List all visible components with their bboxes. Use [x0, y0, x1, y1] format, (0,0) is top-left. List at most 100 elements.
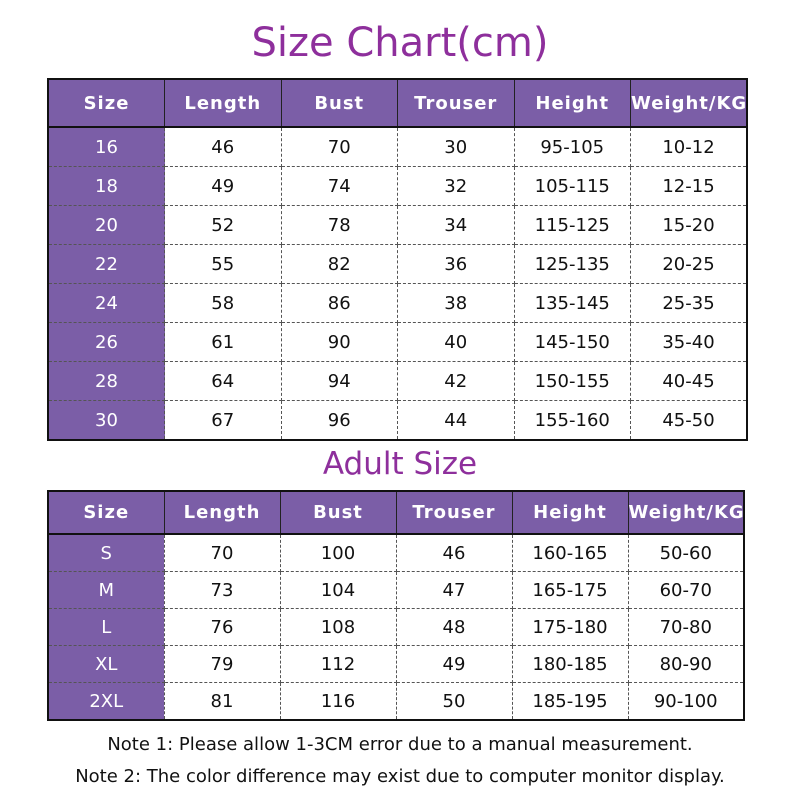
size-cell: S [47, 533, 165, 572]
table-cell: 48 [395, 608, 513, 646]
table-cell: 108 [279, 608, 397, 646]
table-row: M 73 104 47 165-175 60-70 [47, 571, 745, 609]
table-row: S 70 100 46 160-165 50-60 [47, 533, 745, 572]
size-cell: 22 [47, 244, 165, 284]
table-row: 16 46 70 30 95-105 10-12 [47, 126, 748, 167]
table-cell: 76 [163, 608, 281, 646]
table-cell: 64 [164, 361, 282, 401]
table-cell: 55 [164, 244, 282, 284]
table-cell: 175-180 [511, 608, 629, 646]
table-cell: 96 [280, 400, 398, 441]
table-cell: 82 [280, 244, 398, 284]
table-cell: 155-160 [513, 400, 631, 441]
table-cell: 61 [164, 322, 282, 362]
table-row: XL 79 112 49 180-185 80-90 [47, 645, 745, 683]
adult-size-heading: Adult Size [322, 446, 478, 482]
table-row: 18 49 74 32 105-115 12-15 [47, 166, 748, 206]
table-cell: 67 [164, 400, 282, 441]
header-row: Size Length Bust Trouser Height Weight/KG [47, 78, 748, 128]
table-cell: 185-195 [511, 682, 629, 721]
table-cell: 60-70 [627, 571, 745, 609]
table-cell: 15-20 [630, 205, 748, 245]
table-cell: 38 [397, 283, 515, 323]
table-cell: 45-50 [630, 400, 748, 441]
table-cell: 95-105 [513, 126, 631, 167]
table-cell: 70 [163, 533, 281, 572]
table-row: 30 67 96 44 155-160 45-50 [47, 400, 748, 441]
column-header: Weight/KG [627, 490, 745, 535]
table-cell: 36 [397, 244, 515, 284]
table-cell: 116 [279, 682, 397, 721]
column-header: Trouser [395, 490, 513, 535]
table-cell: 105-115 [513, 166, 631, 206]
table-cell: 90 [280, 322, 398, 362]
table-cell: 70 [280, 126, 398, 167]
size-cell: M [47, 571, 165, 609]
table-cell: 100 [279, 533, 397, 572]
table-cell: 86 [280, 283, 398, 323]
table-cell: 42 [397, 361, 515, 401]
table-cell: 115-125 [513, 205, 631, 245]
table-cell: 52 [164, 205, 282, 245]
table-cell: 79 [163, 645, 281, 683]
table-row: 20 52 78 34 115-125 15-20 [47, 205, 748, 245]
size-cell: XL [47, 645, 165, 683]
table-cell: 40 [397, 322, 515, 362]
page-title: Size Chart(cm) [251, 20, 549, 66]
table-row: 24 58 86 38 135-145 25-35 [47, 283, 748, 323]
column-header: Size [47, 78, 165, 128]
table-cell: 94 [280, 361, 398, 401]
column-header: Trouser [397, 78, 515, 128]
table-cell: 78 [280, 205, 398, 245]
column-header: Height [511, 490, 629, 535]
table-cell: 81 [163, 682, 281, 721]
size-cell: 20 [47, 205, 165, 245]
table-row: L 76 108 48 175-180 70-80 [47, 608, 745, 646]
table-cell: 47 [395, 571, 513, 609]
table-cell: 35-40 [630, 322, 748, 362]
table-cell: 104 [279, 571, 397, 609]
table-cell: 135-145 [513, 283, 631, 323]
adult-size-table: Size Length Bust Trouser Height Weight/KG S 70 1… [47, 490, 745, 721]
table-row: 28 64 94 42 150-155 40-45 [47, 361, 748, 401]
table-cell: 145-150 [513, 322, 631, 362]
table-cell: 70-80 [627, 608, 745, 646]
size-cell: 2XL [47, 682, 165, 721]
size-cell: 24 [47, 283, 165, 323]
table-cell: 58 [164, 283, 282, 323]
table-cell: 80-90 [627, 645, 745, 683]
column-header: Length [164, 78, 282, 128]
table-cell: 32 [397, 166, 515, 206]
size-cell: 28 [47, 361, 165, 401]
table-cell: 49 [164, 166, 282, 206]
table-cell: 46 [395, 533, 513, 572]
table-cell: 10-12 [630, 126, 748, 167]
table-cell: 44 [397, 400, 515, 441]
note-2: Note 2: The color difference may exist d… [75, 766, 725, 787]
size-cell: L [47, 608, 165, 646]
table-cell: 73 [163, 571, 281, 609]
column-header: Height [513, 78, 631, 128]
table-cell: 180-185 [511, 645, 629, 683]
column-header: Size [47, 490, 165, 535]
kids-size-table: Size Length Bust Trouser Height Weight/KG 16 46… [47, 78, 748, 441]
table-cell: 150-155 [513, 361, 631, 401]
table-row: 26 61 90 40 145-150 35-40 [47, 322, 748, 362]
table-row: 2XL 81 116 50 185-195 90-100 [47, 682, 745, 721]
column-header: Weight/KG [630, 78, 748, 128]
column-header: Bust [279, 490, 397, 535]
table-cell: 46 [164, 126, 282, 167]
table-cell: 112 [279, 645, 397, 683]
table-row: 22 55 82 36 125-135 20-25 [47, 244, 748, 284]
table-cell: 74 [280, 166, 398, 206]
note-1: Note 1: Please allow 1-3CM error due to … [107, 734, 693, 755]
column-header: Length [163, 490, 281, 535]
size-cell: 16 [47, 126, 165, 167]
table-cell: 30 [397, 126, 515, 167]
table-cell: 12-15 [630, 166, 748, 206]
table-cell: 165-175 [511, 571, 629, 609]
table-cell: 20-25 [630, 244, 748, 284]
table-cell: 49 [395, 645, 513, 683]
table-cell: 125-135 [513, 244, 631, 284]
column-header: Bust [280, 78, 398, 128]
